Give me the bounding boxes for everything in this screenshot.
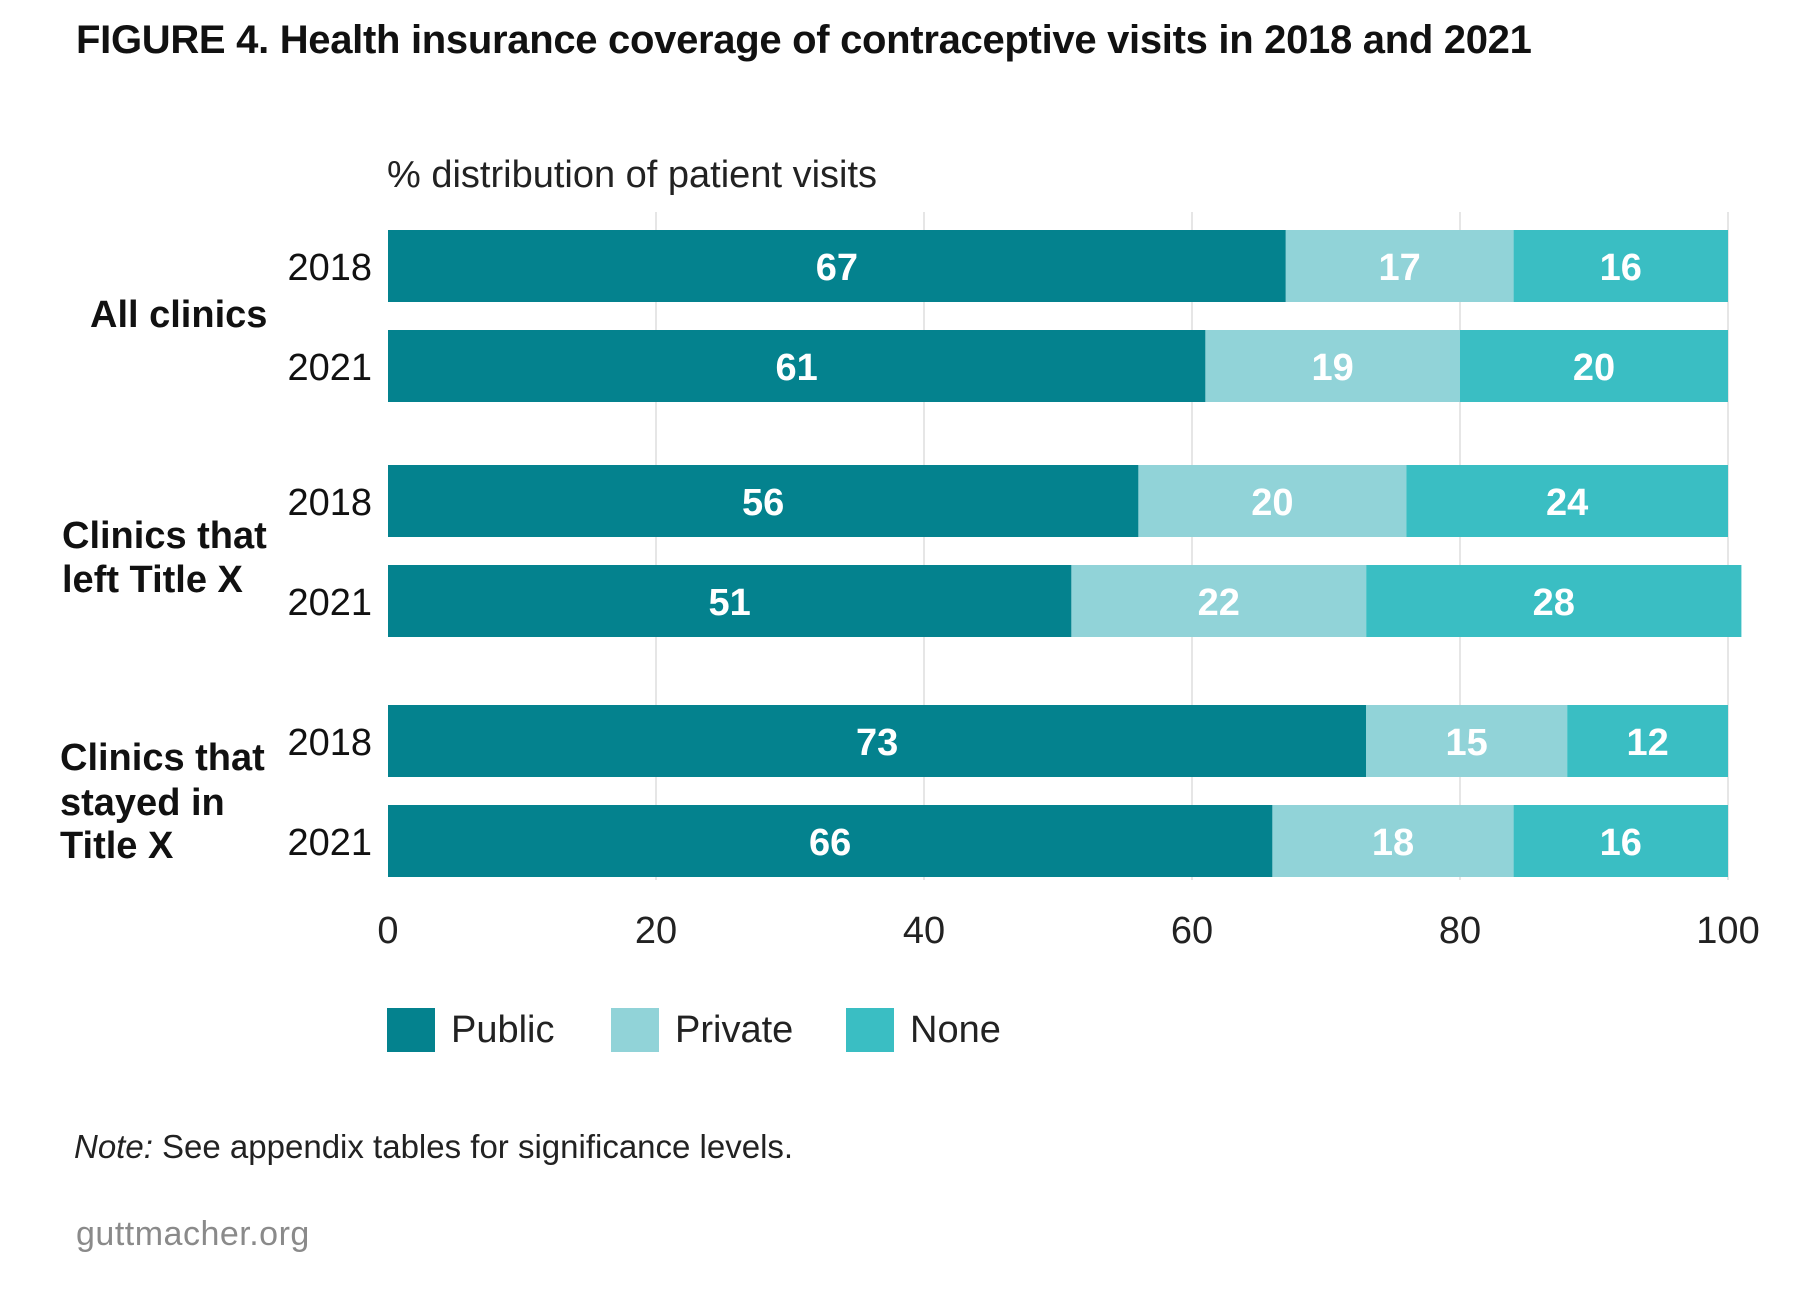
- group-label-clinics-that-stayed-in-title-x-line-2: stayed in: [60, 782, 225, 824]
- bar-clinics-that-left-title-x-2018-none: [1406, 465, 1728, 537]
- value-label-all-clinics-2018-private: 17: [1379, 247, 1421, 289]
- bar-clinics-that-stayed-in-title-x-2021-public: [388, 805, 1273, 877]
- bar-clinics-that-stayed-in-title-x-2021-none: [1513, 805, 1728, 877]
- value-label-all-clinics-2018-public: 67: [816, 247, 858, 289]
- value-label-clinics-that-stayed-in-title-x-2021-none: 16: [1600, 822, 1642, 864]
- value-label-all-clinics-2021-none: 20: [1573, 347, 1615, 389]
- value-label-clinics-that-stayed-in-title-x-2021-private: 18: [1372, 822, 1414, 864]
- year-label-clinics-that-left-title-x-2021: 2021: [287, 582, 372, 624]
- bar-all-clinics-2021-public: [388, 330, 1206, 402]
- bar-clinics-that-left-title-x-2018-public: [388, 465, 1139, 537]
- bar-clinics-that-left-title-x-2021-public: [388, 565, 1072, 637]
- year-label-clinics-that-left-title-x-2018: 2018: [287, 482, 372, 524]
- group-label-clinics-that-stayed-in-title-x-line-1: Clinics that: [60, 737, 265, 779]
- bar-all-clinics-2018-public: [388, 230, 1286, 302]
- bar-all-clinics-2018-private: [1285, 230, 1514, 302]
- x-tick-label-80: 80: [1439, 910, 1481, 952]
- bar-clinics-that-stayed-in-title-x-2021-private: [1272, 805, 1514, 877]
- value-label-clinics-that-left-title-x-2018-none: 24: [1546, 482, 1588, 524]
- bar-clinics-that-stayed-in-title-x-2018-private: [1366, 705, 1568, 777]
- x-tick-label-0: 0: [377, 910, 398, 952]
- bar-all-clinics-2018-none: [1513, 230, 1728, 302]
- grid-lines: [655, 212, 1729, 880]
- value-label-all-clinics-2021-private: 19: [1312, 347, 1354, 389]
- x-tick-label-60: 60: [1171, 910, 1213, 952]
- bar-all-clinics-2021-private: [1205, 330, 1460, 402]
- group-label-clinics-that-left-title-x-line-1: Clinics that: [62, 515, 267, 557]
- x-tick-label-20: 20: [635, 910, 677, 952]
- bar-all-clinics-2021-none: [1460, 330, 1728, 402]
- value-label-clinics-that-stayed-in-title-x-2018-public: 73: [856, 722, 898, 764]
- value-label-clinics-that-stayed-in-title-x-2018-private: 15: [1446, 722, 1488, 764]
- value-label-clinics-that-left-title-x-2018-private: 20: [1251, 482, 1293, 524]
- bar-clinics-that-left-title-x-2018-private: [1138, 465, 1407, 537]
- bar-clinics-that-stayed-in-title-x-2018-public: [388, 705, 1367, 777]
- year-labels: 2018 2021 2018 2021 2018 2021: [287, 247, 372, 864]
- legend-label-none: None: [910, 1009, 1001, 1051]
- footnote-label: Note:: [74, 1128, 153, 1165]
- value-label-clinics-that-stayed-in-title-x-2021-public: 66: [809, 822, 851, 864]
- year-label-clinics-that-stayed-in-title-x-2021: 2021: [287, 822, 372, 864]
- year-label-all-clinics-2018: 2018: [287, 247, 372, 289]
- bar-clinics-that-left-title-x-2021-none: [1366, 565, 1742, 637]
- legend-label-private: Private: [675, 1009, 794, 1051]
- legend-swatch-public: [387, 1008, 435, 1052]
- year-label-clinics-that-stayed-in-title-x-2018: 2018: [287, 722, 372, 764]
- value-label-all-clinics-2018-none: 16: [1600, 247, 1642, 289]
- bar-value-labels: 67 17 16 61 19 20 56 20 24 51 22 28 73 15 12 66 18 16: [709, 247, 1669, 864]
- figure-title: FIGURE 4. Health insurance coverage of c…: [76, 18, 1532, 62]
- x-tick-label-100: 100: [1696, 910, 1759, 952]
- bars: [388, 230, 1742, 877]
- group-label-all-clinics-line-1: All clinics: [90, 294, 267, 336]
- chart-subtitle: % distribution of patient visits: [387, 154, 878, 196]
- legend-swatch-none: [846, 1008, 894, 1052]
- value-label-clinics-that-left-title-x-2018-public: 56: [742, 482, 784, 524]
- legend-swatch-private: [611, 1008, 659, 1052]
- legend-label-public: Public: [451, 1009, 555, 1051]
- value-label-clinics-that-left-title-x-2021-private: 22: [1198, 582, 1240, 624]
- value-label-clinics-that-stayed-in-title-x-2018-none: 12: [1626, 722, 1668, 764]
- footnote: Note: See appendix tables for significan…: [74, 1128, 793, 1166]
- bar-clinics-that-stayed-in-title-x-2018-none: [1567, 705, 1728, 777]
- year-label-all-clinics-2021: 2021: [287, 347, 372, 389]
- x-tick-label-40: 40: [903, 910, 945, 952]
- value-label-clinics-that-left-title-x-2021-none: 28: [1533, 582, 1575, 624]
- bar-clinics-that-left-title-x-2021-private: [1071, 565, 1367, 637]
- value-label-clinics-that-left-title-x-2021-public: 51: [709, 582, 751, 624]
- x-axis-ticks: 0 20 40 60 80 100: [377, 910, 1759, 952]
- footnote-text: See appendix tables for significance lev…: [152, 1128, 794, 1165]
- group-label-clinics-that-left-title-x-line-2: left Title X: [62, 559, 244, 601]
- source-credit: guttmacher.org: [76, 1215, 310, 1253]
- group-label-clinics-that-stayed-in-title-x-line-3: Title X: [60, 825, 174, 867]
- value-label-all-clinics-2021-public: 61: [776, 347, 818, 389]
